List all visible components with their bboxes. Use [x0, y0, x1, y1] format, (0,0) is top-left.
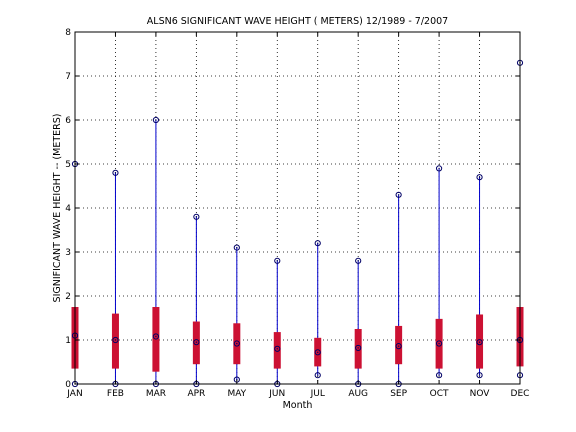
mean-marker — [395, 343, 402, 350]
x-tick-label: NOV — [470, 389, 491, 399]
x-tick-label: DEC — [511, 389, 530, 399]
max-marker — [274, 257, 281, 264]
min-marker-dot — [317, 374, 319, 376]
x-axis-label: Month — [283, 400, 313, 411]
x-tick-label: JUL — [310, 389, 325, 399]
max-marker — [355, 257, 362, 264]
min-marker — [314, 372, 321, 379]
mean-marker-dot — [478, 341, 481, 343]
x-tick-label: MAY — [227, 389, 246, 399]
max-marker — [193, 213, 200, 220]
x-tick-label: JAN — [66, 389, 82, 399]
mean-marker — [112, 336, 119, 344]
y-tick-label: 2 — [65, 292, 71, 302]
max-marker-dot — [155, 119, 157, 121]
max-marker-dot — [236, 246, 238, 249]
iqr-box — [273, 332, 281, 369]
mean-marker — [355, 344, 362, 352]
max-marker — [476, 174, 483, 181]
mean-marker-dot — [114, 339, 117, 341]
max-marker — [152, 116, 160, 124]
max-marker-dot — [357, 260, 359, 262]
month-box-nov — [476, 174, 484, 379]
min-marker — [476, 372, 483, 379]
min-marker-dot — [438, 374, 440, 376]
max-marker — [314, 240, 321, 247]
max-marker-dot — [397, 194, 400, 196]
x-tick-label: JUN — [268, 389, 285, 399]
x-tick-label: AUG — [348, 389, 368, 399]
x-tick-label: OCT — [430, 389, 449, 399]
mean-marker — [193, 339, 200, 346]
month-box-jun — [273, 257, 281, 388]
x-tick-label: FEB — [107, 389, 124, 399]
y-tick-label: 7 — [65, 72, 71, 82]
min-marker-dot — [478, 374, 481, 376]
max-marker — [395, 191, 402, 198]
min-marker — [435, 372, 443, 379]
mean-marker — [152, 333, 160, 340]
month-box-jul — [314, 240, 322, 379]
y-tick-label: 5 — [65, 160, 71, 170]
max-marker-dot — [478, 176, 481, 178]
max-marker-dot — [317, 242, 319, 244]
max-marker — [112, 169, 119, 176]
mean-marker-dot — [236, 342, 238, 345]
max-marker-dot — [276, 260, 278, 262]
min-marker-dot — [236, 378, 238, 381]
mean-marker-dot — [397, 345, 400, 347]
month-box-oct — [435, 165, 443, 379]
mean-marker — [314, 349, 321, 356]
iqr-box — [354, 329, 362, 369]
mean-marker — [435, 340, 443, 347]
x-tick-label: APR — [187, 389, 205, 399]
mean-marker — [274, 345, 281, 352]
chart-title: ALSN6 SIGNIFICANT WAVE HEIGHT ( METERS) … — [147, 16, 448, 27]
y-tick-label: 8 — [65, 28, 71, 38]
x-tick-label: SEP — [390, 389, 407, 399]
max-marker — [233, 244, 240, 251]
max-marker-dot — [114, 172, 117, 174]
y-axis-label: SIGNIFICANT WAVE HEIGHT -- (METERS) — [52, 114, 63, 303]
y-tick-label: 4 — [65, 204, 71, 214]
iqr-box — [395, 325, 403, 365]
x-tick-label: MAR — [146, 389, 166, 399]
mean-marker-dot — [438, 342, 440, 345]
mean-marker-dot — [195, 341, 198, 343]
mean-marker — [233, 340, 240, 347]
max-marker — [435, 165, 443, 172]
month-box-may — [233, 244, 241, 383]
max-marker-dot — [438, 167, 440, 170]
mean-marker-dot — [276, 348, 278, 350]
mean-marker-dot — [317, 351, 319, 354]
y-tick-label: 1 — [65, 336, 71, 346]
y-tick-label: 6 — [65, 116, 71, 126]
iqr-box — [111, 313, 119, 369]
mean-marker-dot — [357, 347, 359, 349]
y-tick-label: 0 — [65, 380, 71, 390]
mean-marker-dot — [155, 335, 157, 338]
mean-marker — [476, 339, 483, 346]
max-marker-dot — [195, 216, 198, 218]
y-tick-label: 3 — [65, 248, 71, 258]
axis-ticks: 0 1 2 3 4 5 6 7 8 JAN FEB MAR APR MAY JUN JUL AUG SEP OCT N… — [65, 28, 529, 399]
